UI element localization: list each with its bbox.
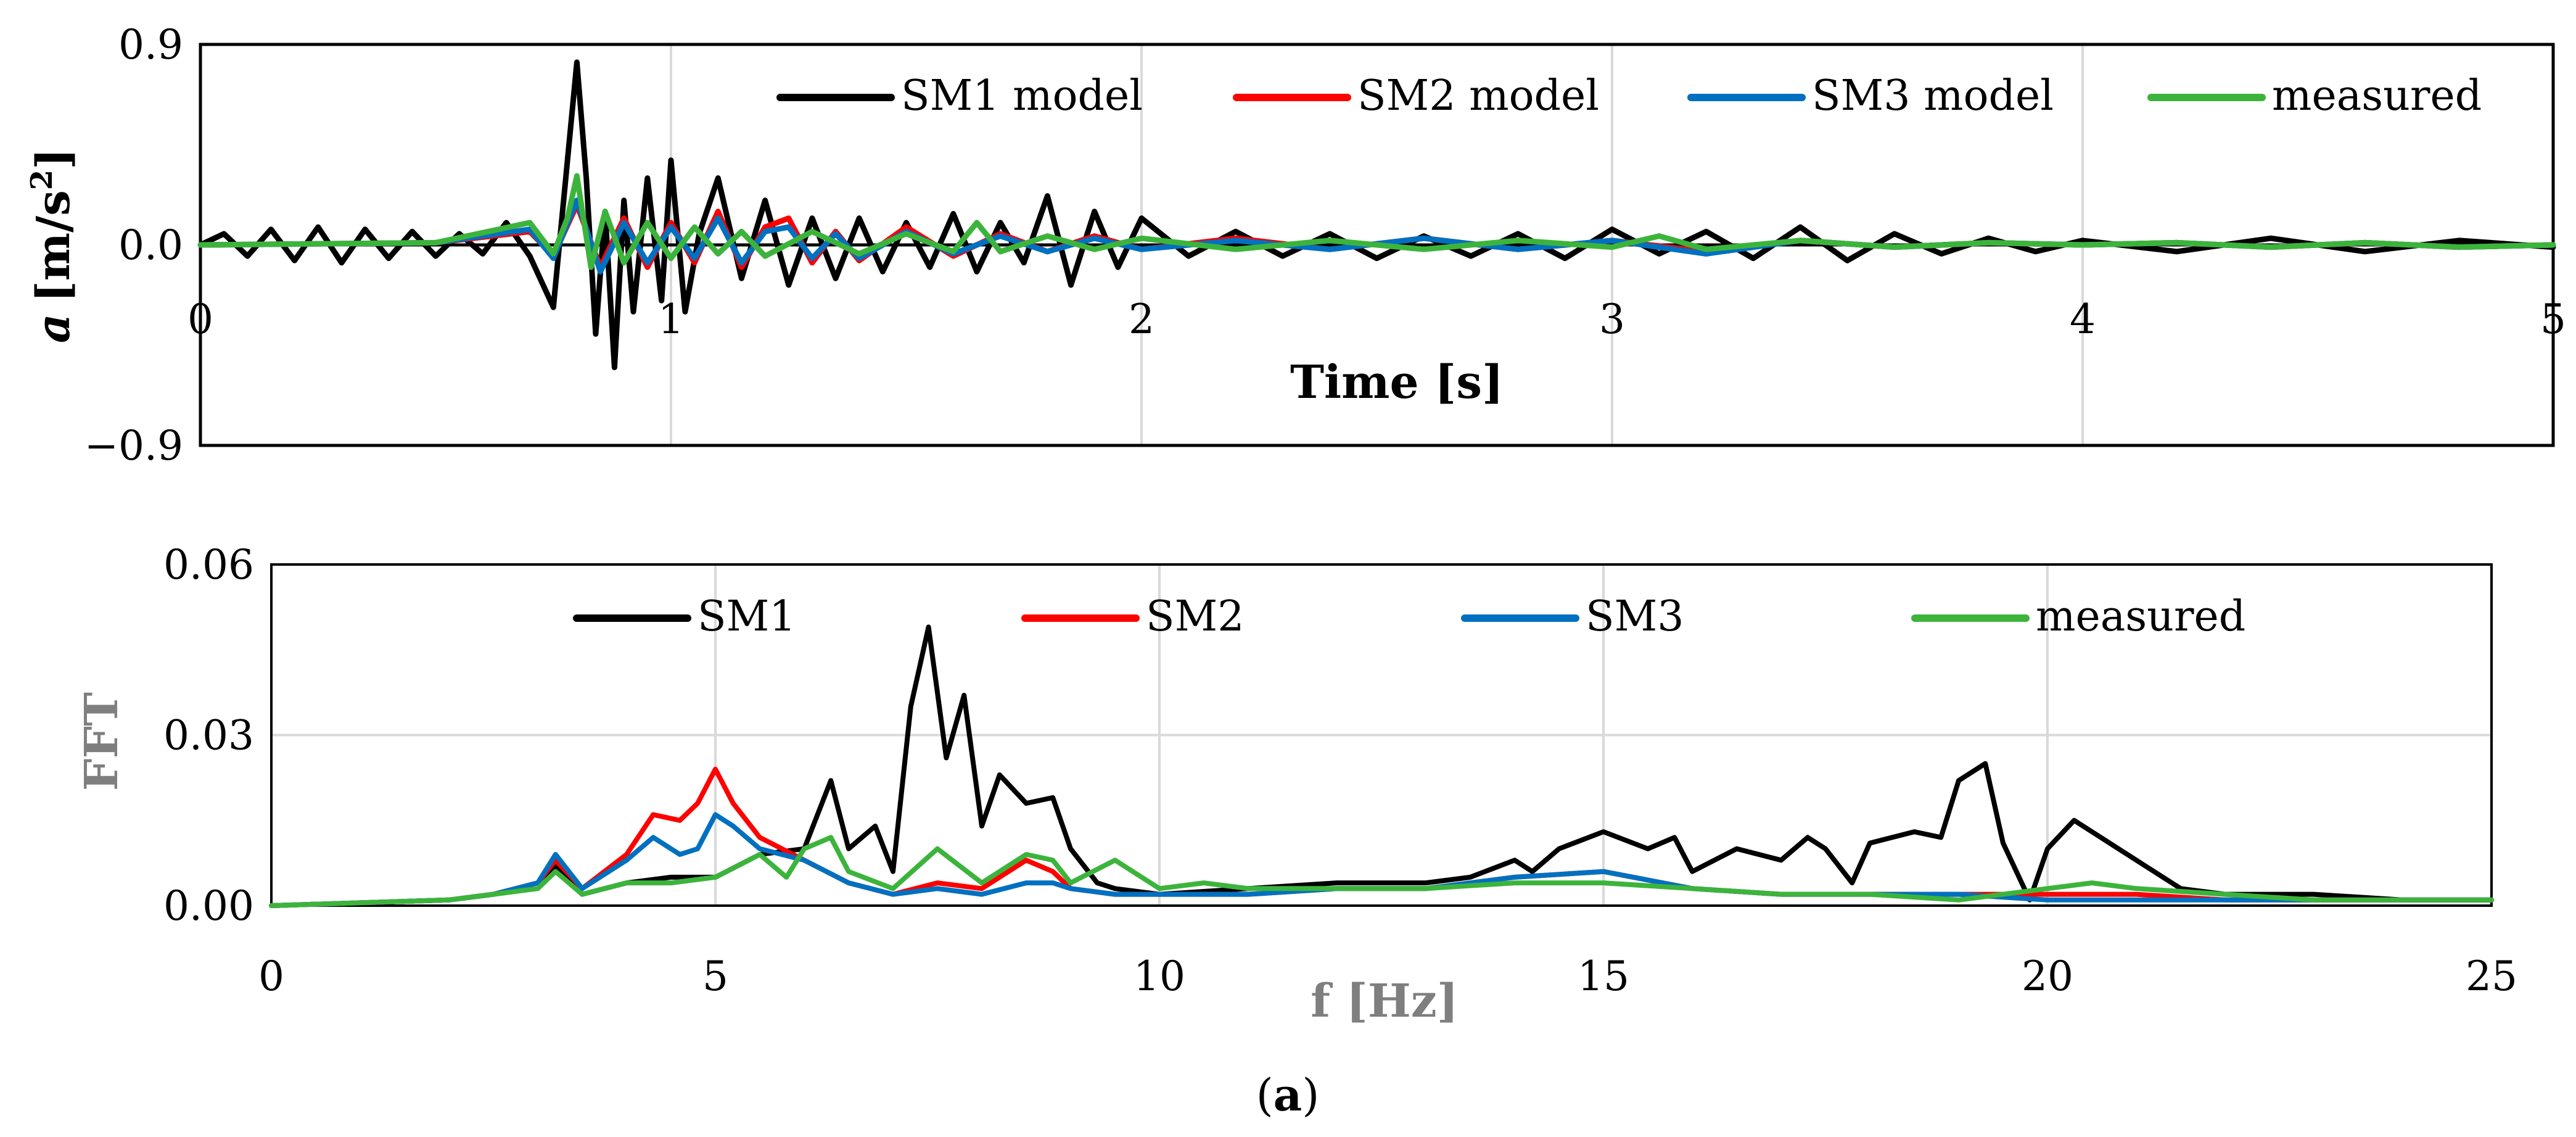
- chart-1-y-tick-label: 0.03: [163, 712, 254, 759]
- time-history-chart: 0 1 2 3 4 5 0.9 0.0 −0.9 SM1 model SM2 model SM3 mo…: [84, 21, 2566, 469]
- chart-1-legend-label: SM3: [1586, 592, 1684, 641]
- fft-x-axis-title: f [Hz]: [1311, 975, 1459, 1028]
- chart-0-legend-label: measured: [2272, 72, 2482, 120]
- time-y-axis-unit-close: ]: [27, 148, 80, 170]
- chart-1-x-tick-label: 15: [1578, 953, 1629, 1000]
- chart-1-series-line-sm3: [269, 812, 2494, 908]
- chart-1-plot-frame: [270, 563, 2493, 907]
- chart-1-legend-label: SM2: [1146, 592, 1244, 641]
- chart-0-x-tick-label: 5: [2540, 296, 2566, 343]
- chart-1-series-line-measured: [269, 835, 2494, 908]
- time-y-axis-unit-exponent: 2: [25, 170, 59, 190]
- chart-0-legend-label: SM3 model: [1812, 72, 2054, 120]
- caption-open-paren: (: [1256, 1069, 1274, 1121]
- chart-0-legend-label: SM1 model: [901, 72, 1143, 120]
- chart-1-x-tick-label: 20: [2022, 953, 2073, 1000]
- caption-close-paren: ): [1302, 1069, 1319, 1121]
- chart-0-x-tick-label: 0: [187, 296, 213, 343]
- chart-1-legend-label: SM1: [697, 592, 796, 641]
- chart-0-x-tick-label: 4: [2070, 296, 2096, 343]
- chart-1-y-tick-label: 0.00: [163, 882, 254, 930]
- chart-1-x-tick-label: 5: [702, 953, 728, 1000]
- chart-0-y-tick-label: −0.9: [84, 422, 183, 469]
- chart-1-x-tick-label: 10: [1134, 953, 1185, 1000]
- time-x-axis-title: Time [s]: [1290, 356, 1504, 409]
- time-y-axis-symbol: a: [27, 313, 80, 343]
- chart-0-x-tick-label: 3: [1599, 296, 1625, 343]
- figure-caption: (a): [1256, 1069, 1320, 1121]
- chart-0-y-tick-label: 0.9: [118, 21, 183, 68]
- fft-y-axis-title: FFT: [75, 692, 128, 791]
- fft-chart: 0 5 10 15 20 25 0.06 0.03 0.00 SM1 SM2 SM3 measured: [163, 541, 2517, 1000]
- chart-0-x-tick-label: 1: [658, 296, 684, 343]
- time-y-axis-title: a [m/s2]: [25, 148, 80, 343]
- chart-1-x-tick-label: 25: [2466, 953, 2517, 1000]
- caption-letter: a: [1274, 1069, 1302, 1121]
- chart-0-y-tick-label: 0.0: [118, 221, 183, 269]
- chart-0-series-line-sm1-model: [197, 59, 2556, 371]
- chart-1-x-tick-label: 0: [258, 953, 284, 1000]
- chart-0-x-tick-label: 2: [1129, 296, 1154, 343]
- chart-0-legend-label: SM2 model: [1357, 72, 1599, 120]
- chart-1-y-tick-label: 0.06: [163, 541, 254, 589]
- chart-1-legend-label: measured: [2036, 592, 2245, 641]
- chart-0-series-line-measured: [197, 173, 2556, 270]
- time-y-axis-unit: [m/s: [27, 190, 80, 302]
